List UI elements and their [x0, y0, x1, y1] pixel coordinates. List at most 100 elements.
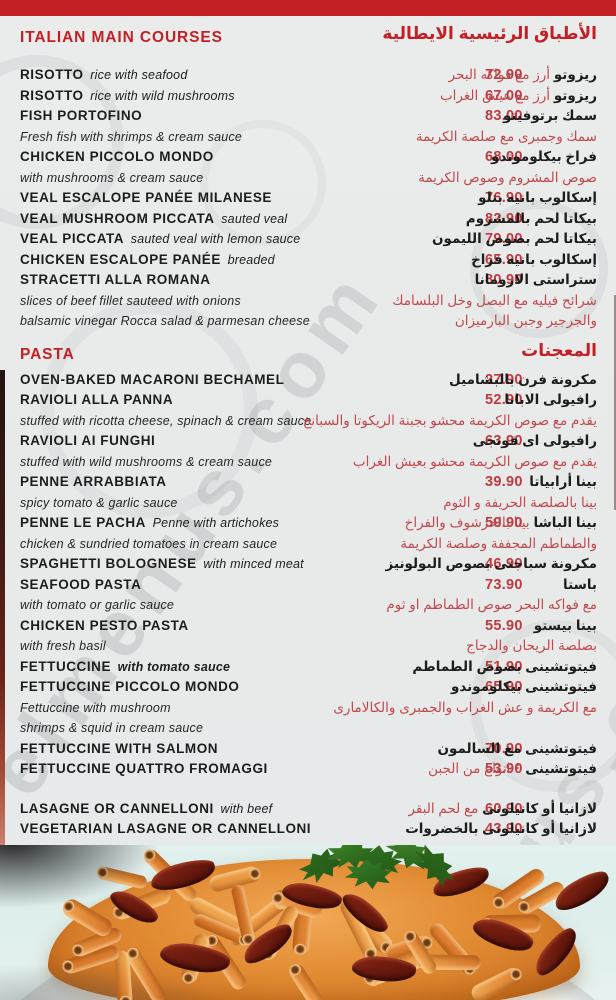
item-arabic: لازانيا أو كانيلونى بالخضروات [405, 819, 597, 840]
section-title-arabic: الأطباق الرئيسية الايطالية [382, 24, 597, 43]
top-red-bar [0, 0, 616, 16]
section-title-arabic: المعجنات [521, 340, 597, 360]
item-arabic: بينا الباشا بينا بالخرشوف والفراخ [405, 513, 597, 534]
item-arabic: بيكاتا لحم بالمشروم [466, 209, 597, 230]
note-arabic-desc: شرائح فيليه مع البصل وخل البلسامك [392, 292, 597, 308]
note-text: stuffed with ricotta cheese, spinach & c… [20, 413, 312, 428]
menu-item-row: PENNE LE PACHA Penne with artichokes 59.… [20, 513, 597, 534]
item-arabic: إسكالوب بانيه فراخ [471, 250, 597, 271]
note-text: Fettuccine with mushroom [20, 700, 171, 715]
note-english: shrimps & squid in cream sauce [20, 718, 203, 739]
item-name: FETTUCCINE PICCOLO MONDO [20, 679, 240, 694]
item-arabic-name: فيتوتشينى بصوص الطماطم [412, 658, 597, 674]
menu-item-row: LASAGNE OR CANNELLONI with beef 60.90 لا… [20, 799, 597, 820]
item-english: RAVIOLI ALLA PANNA [20, 390, 176, 411]
item-english: PENNE LE PACHA Penne with artichokes [20, 513, 279, 534]
item-english: CHICKEN ESCALOPE PANÉE breaded [20, 250, 275, 271]
note-arabic-desc: بصلصة الريحان والدجاج [466, 638, 597, 653]
item-english: STRACETTI ALLA ROMANA [20, 270, 214, 291]
menu-note-row: Fresh fish with shrimps & cream sauce سم… [20, 127, 597, 148]
item-arabic-desc: ٤ انواع من الجبن [428, 761, 522, 776]
item-arabic: سمك برتوفينو [503, 106, 597, 127]
item-price: 68.00 [485, 149, 523, 165]
penne-piece [469, 964, 525, 1000]
note-arabic-desc: صوص المشروم وصوص الكريمة [418, 169, 597, 185]
note-arabic: شرائح فيليه مع البصل وخل البلسامك [392, 291, 597, 312]
menu-item-row: VEAL ESCALOPE PANÉE MILANESE 76.90 إسكال… [20, 188, 597, 209]
menu-note-row: with tomato or garlic sauce مع فواكه الب… [20, 595, 597, 616]
item-arabic-name: رافيولى الابانا [504, 392, 597, 407]
item-desc: rice with wild mushrooms [86, 88, 235, 103]
item-arabic: بيكاتا لحم بصوص الليمون [432, 229, 597, 250]
menu-item-row: VEAL PICCATA sauted veal with lemon sauc… [20, 229, 597, 250]
menu-item-row: CHICKEN ESCALOPE PANÉE breaded 65.90 إسك… [20, 250, 597, 271]
item-arabic-name: ريزوتو [553, 87, 597, 103]
item-name: FETTUCCINE [20, 658, 111, 674]
item-english: VEAL MUSHROOM PICCATA sauted veal [20, 209, 287, 230]
item-english: VEGETARIAN LASAGNE OR CANNELLONI [20, 819, 314, 840]
note-english: balsamic vinegar Rocca salad & parmesan … [20, 311, 310, 332]
item-desc: sauted veal [217, 211, 288, 226]
right-edge-line [614, 295, 616, 510]
item-arabic: فيتوتشينى بيكلوموندو [451, 677, 597, 698]
item-price: 76.90 [485, 190, 523, 206]
note-english: with fresh basil [20, 636, 106, 657]
item-name: CHICKEN PESTO PASTA [20, 617, 189, 633]
item-name: VEAL ESCALOPE PANÉE MILANESE [20, 190, 272, 205]
section-title: PASTA [20, 345, 75, 363]
item-price: 72.90 [485, 67, 523, 83]
item-name: RAVIOLI AI FUNGHI [20, 433, 156, 448]
menu-note-row: stuffed with wild mushrooms & cream sauc… [20, 452, 597, 473]
item-name: VEAL PICCATA [20, 231, 125, 246]
item-price: 59.90 [485, 515, 523, 531]
item-arabic-name: لازانيا أو كانيلونى بالخضروات [405, 821, 597, 836]
section-header: ITALIAN MAIN COURSES الأطباق الرئيسية ال… [20, 24, 597, 52]
item-desc: with beef [216, 801, 273, 816]
note-english: chicken & sundried tomatoes in cream sau… [20, 534, 277, 555]
menu-note-row: balsamic vinegar Rocca salad & parmesan … [20, 311, 597, 332]
section-title: ITALIAN MAIN COURSES [20, 29, 223, 46]
item-english: VEAL ESCALOPE PANÉE MILANESE [20, 188, 275, 209]
item-price: 65.90 [485, 251, 523, 268]
item-desc: Penne with artichokes [148, 516, 280, 530]
item-desc: breaded [223, 252, 275, 267]
note-english: stuffed with ricotta cheese, spinach & c… [20, 411, 311, 432]
item-english: RISOTTO rice with seafood [20, 65, 187, 86]
item-desc: with tomato sauce [114, 659, 231, 674]
menu-item-row: FETTUCCINE QUATTRO FROMAGGI 53.90 فيتوتش… [20, 759, 597, 780]
note-text: with tomato or garlic sauce [20, 598, 175, 612]
item-name: SPAGHETTI BOLOGNESE [20, 556, 197, 571]
menu-item-row: SPAGHETTI BOLOGNESE with minced meat 46.… [20, 554, 597, 575]
item-arabic-name: لازانيا أو كانيلونى [482, 800, 597, 816]
item-arabic: مكرونة فرن بالبشاميل [449, 370, 597, 391]
note-arabic: يقدم مع صوص الكريمة محشو بعيش الغراب [353, 452, 597, 473]
note-english: Fresh fish with shrimps & cream sauce [20, 127, 242, 148]
item-price: 79.00 [485, 231, 523, 247]
item-name: CHICKEN ESCALOPE PANÉE [20, 251, 221, 267]
note-arabic: يقدم مع صوص الكريمة محشو بجبنة الريكوتا … [303, 411, 597, 432]
item-arabic-desc: أرز مع فواكه البحر [448, 67, 551, 82]
item-name: LASAGNE OR CANNELLONI [20, 800, 214, 816]
item-arabic-name: بينا بيستو [533, 617, 597, 633]
note-english: spicy tomato & garlic sauce [20, 493, 178, 514]
section-rows: OVEN-BAKED MACARONI BECHAMEL 27.90 مكرون… [20, 370, 597, 840]
note-arabic: سمك وجمبرى مع صلصة الكريمة [416, 127, 597, 148]
menu-item-row: RISOTTO rice with seafood 72.90 ريزوتو أ… [20, 65, 597, 86]
menu-note-row: stuffed with ricotta cheese, spinach & c… [20, 411, 597, 432]
item-arabic: رافيولى الابانا [504, 390, 597, 411]
note-arabic-desc: مع الكريمة و عش الغراب والجمبرى والكالام… [333, 699, 597, 715]
note-arabic-desc: يقدم مع صوص الكريمة محشو بجبنة الريكوتا … [302, 412, 597, 428]
note-text: balsamic vinegar Rocca salad & parmesan … [20, 314, 310, 328]
item-arabic-name: ستراستى الارومانا [474, 272, 597, 287]
item-english: SPAGHETTI BOLOGNESE with minced meat [20, 554, 304, 575]
item-price: 51.90 [485, 658, 523, 675]
note-arabic-desc: والجرجير وجبن البارميزان [454, 313, 597, 328]
item-arabic: باستا [563, 575, 597, 596]
menu-note-row: spicy tomato & garlic sauce بينا بالصلصة… [20, 493, 597, 514]
item-arabic: ريزوتو أرز مع فواكه البحر [449, 65, 597, 86]
note-arabic-desc: مع فواكه البحر صوص الطماطم او ثوم [386, 597, 597, 612]
item-english: FISH PORTOFINO [20, 106, 145, 127]
item-price: 27.90 [485, 371, 523, 388]
item-arabic-name: رافيولى اى فونجى [472, 433, 597, 448]
